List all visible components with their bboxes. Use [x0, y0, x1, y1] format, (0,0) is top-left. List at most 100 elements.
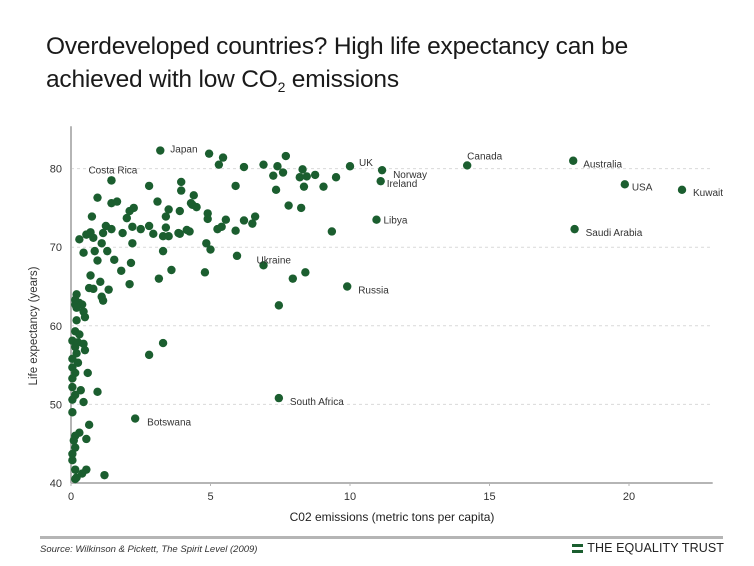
point-label-saudi-arabia: Saudi Arabia	[586, 228, 643, 239]
chart-title: Overdeveloped countries? High life expec…	[46, 30, 726, 96]
data-point	[202, 239, 211, 248]
data-point	[221, 215, 231, 224]
data-point	[204, 149, 214, 158]
data-point	[82, 434, 91, 444]
data-point	[164, 205, 173, 214]
data-point	[281, 151, 291, 161]
data-point-russia	[343, 282, 352, 291]
data-point	[189, 191, 198, 200]
title-line-2-prefix: achieved with low CO	[46, 66, 278, 93]
data-point	[68, 374, 77, 383]
brand-logo: THE EQUALITY TRUST	[572, 541, 724, 555]
data-point-ukraine	[259, 261, 268, 270]
data-point	[310, 170, 320, 180]
source-citation: Source: Wilkinson & Pickett, The Spirit …	[40, 544, 258, 555]
point-label-canada: Canada	[467, 151, 502, 162]
data-point	[73, 358, 83, 367]
data-point	[98, 296, 108, 305]
data-point	[167, 265, 176, 275]
data-point	[153, 197, 162, 206]
data-point	[80, 312, 90, 322]
data-point	[100, 470, 109, 480]
data-point	[248, 219, 257, 228]
data-point	[161, 223, 171, 232]
data-point	[288, 274, 298, 283]
data-point	[80, 345, 90, 355]
data-point	[86, 271, 95, 280]
data-point-costa-rica	[107, 176, 116, 185]
x-tick-label: 0	[68, 491, 74, 503]
title-subscript: 2	[277, 79, 286, 95]
data-point	[104, 285, 113, 294]
data-point	[70, 342, 80, 352]
data-point	[84, 420, 94, 430]
data-point	[76, 386, 85, 395]
data-point	[231, 226, 240, 235]
data-point	[69, 436, 78, 445]
point-label-costa-rica: Costa Rica	[88, 165, 137, 176]
data-point	[182, 225, 191, 235]
data-point	[110, 255, 119, 264]
data-point	[68, 449, 77, 459]
data-point	[154, 274, 164, 283]
point-label-norway: Norway	[393, 170, 427, 181]
data-point-libya	[372, 215, 381, 224]
x-tick-label: 15	[483, 491, 495, 503]
title-line-2: achieved with low CO2 emissions	[46, 63, 726, 96]
data-point	[126, 258, 136, 268]
data-point-south-africa	[274, 393, 284, 403]
data-point	[144, 350, 154, 360]
data-point	[174, 228, 183, 238]
footer-divider	[40, 536, 723, 539]
data-point	[136, 224, 145, 234]
y-tick-label: 80	[50, 164, 62, 176]
data-point	[295, 173, 304, 182]
point-label-usa: USA	[632, 182, 653, 193]
data-point	[129, 203, 138, 213]
data-point	[128, 222, 137, 231]
data-point-botswana	[130, 414, 140, 423]
data-point	[273, 162, 282, 171]
x-axis-label: C02 emissions (metric tons per capita)	[290, 510, 495, 524]
data-point	[72, 316, 81, 325]
data-point	[239, 162, 249, 172]
data-point	[93, 387, 102, 397]
x-tick-label: 10	[344, 491, 356, 503]
data-point	[278, 168, 288, 177]
data-point	[98, 228, 108, 238]
data-point	[161, 212, 171, 221]
data-point	[97, 239, 106, 248]
data-point-saudi-arabia	[570, 224, 579, 234]
data-point	[158, 338, 168, 348]
data-point-canada	[462, 161, 472, 170]
data-point	[299, 182, 309, 191]
data-point	[87, 212, 97, 221]
data-point-uk	[345, 162, 355, 171]
data-point	[331, 173, 341, 182]
point-label-botswana: Botswana	[147, 418, 191, 429]
data-point	[112, 197, 122, 206]
title-line-2-suffix: emissions	[285, 66, 399, 93]
point-label-libya: Libya	[384, 216, 408, 227]
data-point	[298, 165, 307, 174]
data-point	[79, 339, 88, 349]
data-point	[96, 277, 105, 286]
data-point	[90, 246, 99, 256]
data-point	[79, 397, 88, 407]
data-point	[164, 231, 173, 241]
data-point	[239, 216, 249, 225]
data-point-australia	[569, 156, 578, 165]
data-point	[177, 186, 186, 195]
data-point	[259, 160, 268, 169]
data-point	[271, 185, 281, 195]
data-point	[301, 268, 310, 277]
point-label-japan: Japan	[170, 145, 197, 156]
data-point	[269, 171, 278, 180]
point-label-ukraine: Ukraine	[257, 255, 292, 266]
data-point	[70, 474, 80, 484]
data-point	[122, 213, 131, 223]
data-point-usa	[620, 180, 630, 189]
point-label-russia: Russia	[358, 286, 389, 297]
x-tick-label: 20	[623, 491, 635, 503]
